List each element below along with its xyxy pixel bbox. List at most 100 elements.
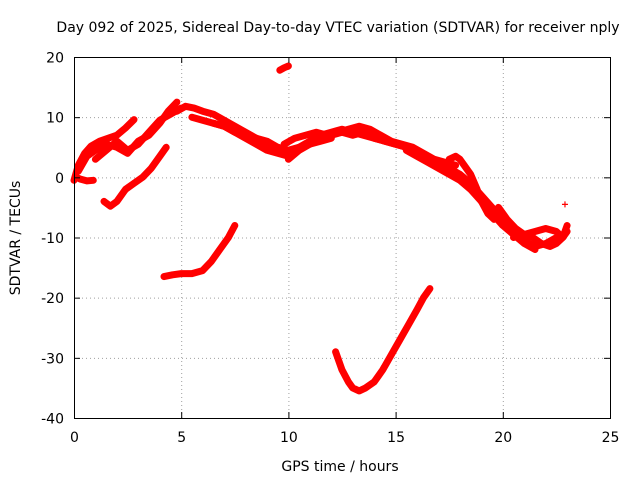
data-point <box>113 138 120 145</box>
data-point <box>122 124 129 131</box>
data-point <box>339 366 345 373</box>
series-line <box>495 203 571 250</box>
data-point <box>426 285 433 292</box>
data-point <box>281 141 288 148</box>
y-tick-label: 0 <box>55 171 64 187</box>
data-point <box>75 168 82 175</box>
data-point <box>156 117 163 124</box>
data-point <box>362 384 369 391</box>
data-point <box>156 153 163 160</box>
data-point <box>360 132 367 139</box>
data-point <box>345 378 352 385</box>
data-point <box>349 384 356 391</box>
data-point <box>446 171 453 178</box>
series-arc-3 <box>91 104 185 163</box>
y-axis-title: SDTVAR / TECUs <box>8 181 24 296</box>
data-point <box>553 240 560 247</box>
data-point <box>467 186 474 193</box>
data-point <box>96 138 103 145</box>
data-point <box>356 387 363 394</box>
data-point <box>521 231 528 238</box>
data-point <box>88 143 95 150</box>
data-point <box>285 147 292 154</box>
data-point <box>191 105 198 112</box>
data-point <box>405 321 412 328</box>
data-point <box>456 177 463 184</box>
data-point <box>199 108 206 115</box>
data-point <box>148 165 155 172</box>
series-line <box>160 222 239 281</box>
data-point <box>371 378 378 385</box>
data-point <box>420 294 427 301</box>
series-line <box>332 285 434 395</box>
data-point <box>131 180 138 187</box>
data-point <box>546 243 553 250</box>
data-point <box>83 177 90 184</box>
axis-ticks: 0 5 10 15 20 25 -40 -30 -20 -10 0 10 20 <box>41 51 619 447</box>
data-point <box>499 222 506 229</box>
chart-title: Day 092 of 2025, Sidereal Day-to-day VTE… <box>56 20 619 36</box>
data-point <box>216 246 223 253</box>
data-point <box>328 129 335 136</box>
data-point <box>371 135 378 142</box>
data-point <box>210 120 217 127</box>
data-point <box>478 198 485 205</box>
data-point <box>510 234 517 241</box>
data-point <box>199 267 206 274</box>
series-line <box>91 104 185 163</box>
data-point <box>167 111 174 118</box>
data-point <box>221 123 228 130</box>
data-point <box>495 204 502 211</box>
data-point <box>392 141 399 148</box>
data-point <box>381 138 388 145</box>
data-point <box>531 246 538 253</box>
data-point <box>173 108 180 115</box>
data-point <box>366 126 373 133</box>
data-point <box>210 111 217 118</box>
data-point <box>306 138 313 145</box>
x-tick-label: 5 <box>177 430 186 446</box>
data-point <box>414 147 421 154</box>
data-point <box>113 198 120 205</box>
data-point <box>538 240 545 247</box>
data-point <box>285 156 292 163</box>
data-point <box>512 225 519 232</box>
series-arc-6 <box>160 222 239 281</box>
data-point <box>139 174 146 181</box>
y-tick-label: -20 <box>41 291 64 307</box>
x-tick-label: 10 <box>280 430 298 446</box>
data-point <box>92 156 99 163</box>
data-point <box>199 117 206 124</box>
data-point <box>474 186 481 193</box>
series-arc-15 <box>445 152 498 223</box>
x-axis-title: GPS time / hours <box>281 459 398 475</box>
data-point <box>225 234 232 241</box>
data-point <box>456 156 463 163</box>
y-tick-label: 10 <box>46 111 64 127</box>
data-point <box>173 99 180 106</box>
data-point <box>296 144 303 151</box>
data-point <box>103 147 110 154</box>
data-point <box>208 258 215 265</box>
data-point <box>146 129 153 136</box>
data-point <box>182 103 189 110</box>
data-point <box>285 63 292 70</box>
data-point <box>531 228 538 235</box>
data-point <box>396 336 403 343</box>
data-point <box>339 126 345 133</box>
data-point <box>379 366 386 373</box>
data-point <box>92 147 99 154</box>
data-point <box>231 222 238 229</box>
series-arc-18 <box>332 285 434 395</box>
grid <box>74 57 610 418</box>
data-point <box>467 171 474 178</box>
data-point <box>424 159 431 166</box>
data-point <box>446 156 453 163</box>
data-point <box>83 153 90 160</box>
data-point <box>113 132 120 139</box>
data-point <box>263 138 270 145</box>
data-point <box>274 144 281 151</box>
data-point <box>107 203 114 210</box>
data-point <box>90 177 97 184</box>
